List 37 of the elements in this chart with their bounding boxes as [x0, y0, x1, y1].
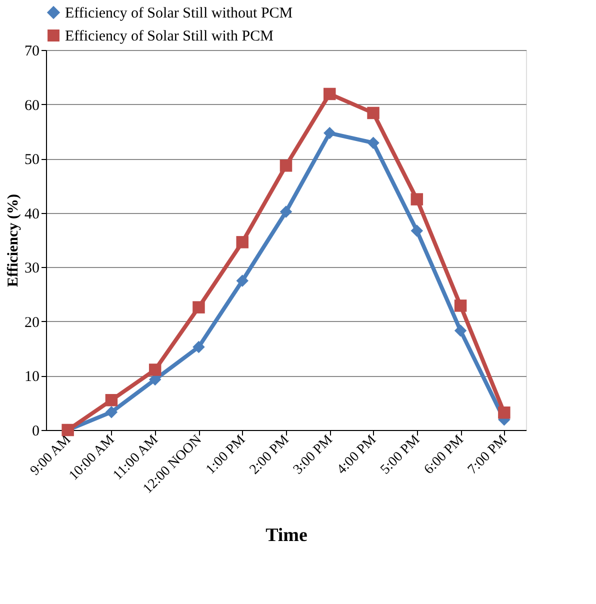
- x-tick-label: 2:00 PM: [247, 432, 293, 478]
- point: [148, 364, 162, 376]
- y-tick-label: 70: [24, 44, 40, 60]
- y-tick-label: 60: [24, 98, 40, 114]
- x-tick-label: 4:00 PM: [334, 432, 380, 478]
- point: [280, 160, 292, 172]
- x-tick-label: 3:00 PM: [290, 432, 336, 478]
- point: [105, 406, 118, 418]
- point: [367, 106, 380, 120]
- y-axis-title: Efficiency (%): [6, 194, 22, 287]
- x-tick-label: 5:00 PM: [378, 432, 424, 478]
- y-tick-label: 10: [24, 369, 40, 386]
- y-tick-label: 20: [24, 314, 40, 331]
- legend-label: Efficiency of Solar Still without PCM: [65, 6, 293, 22]
- x-axis-title: Time: [266, 525, 308, 546]
- y-tick-label: 50: [24, 152, 40, 168]
- point: [324, 88, 336, 100]
- point: [192, 301, 205, 314]
- point: [236, 236, 248, 248]
- point: [192, 340, 205, 354]
- point: [280, 206, 292, 218]
- point: [498, 406, 510, 419]
- point: [324, 126, 336, 140]
- legend-label: Efficiency of Solar Still with PCM: [65, 28, 274, 44]
- point: [105, 394, 118, 406]
- point: [454, 300, 467, 312]
- y-tick-label: 40: [24, 206, 40, 222]
- point: [410, 193, 424, 206]
- x-tick-label: 1:00 PM: [204, 432, 249, 478]
- y-tick-label: 0: [32, 424, 40, 440]
- point: [367, 136, 380, 149]
- point: [454, 324, 467, 337]
- x-tick-label: 7:00 PM: [465, 432, 511, 478]
- point: [410, 224, 424, 237]
- point: [236, 274, 248, 287]
- x-tick-label: 6:00 PM: [422, 432, 468, 478]
- y-tick-label: 30: [24, 260, 40, 277]
